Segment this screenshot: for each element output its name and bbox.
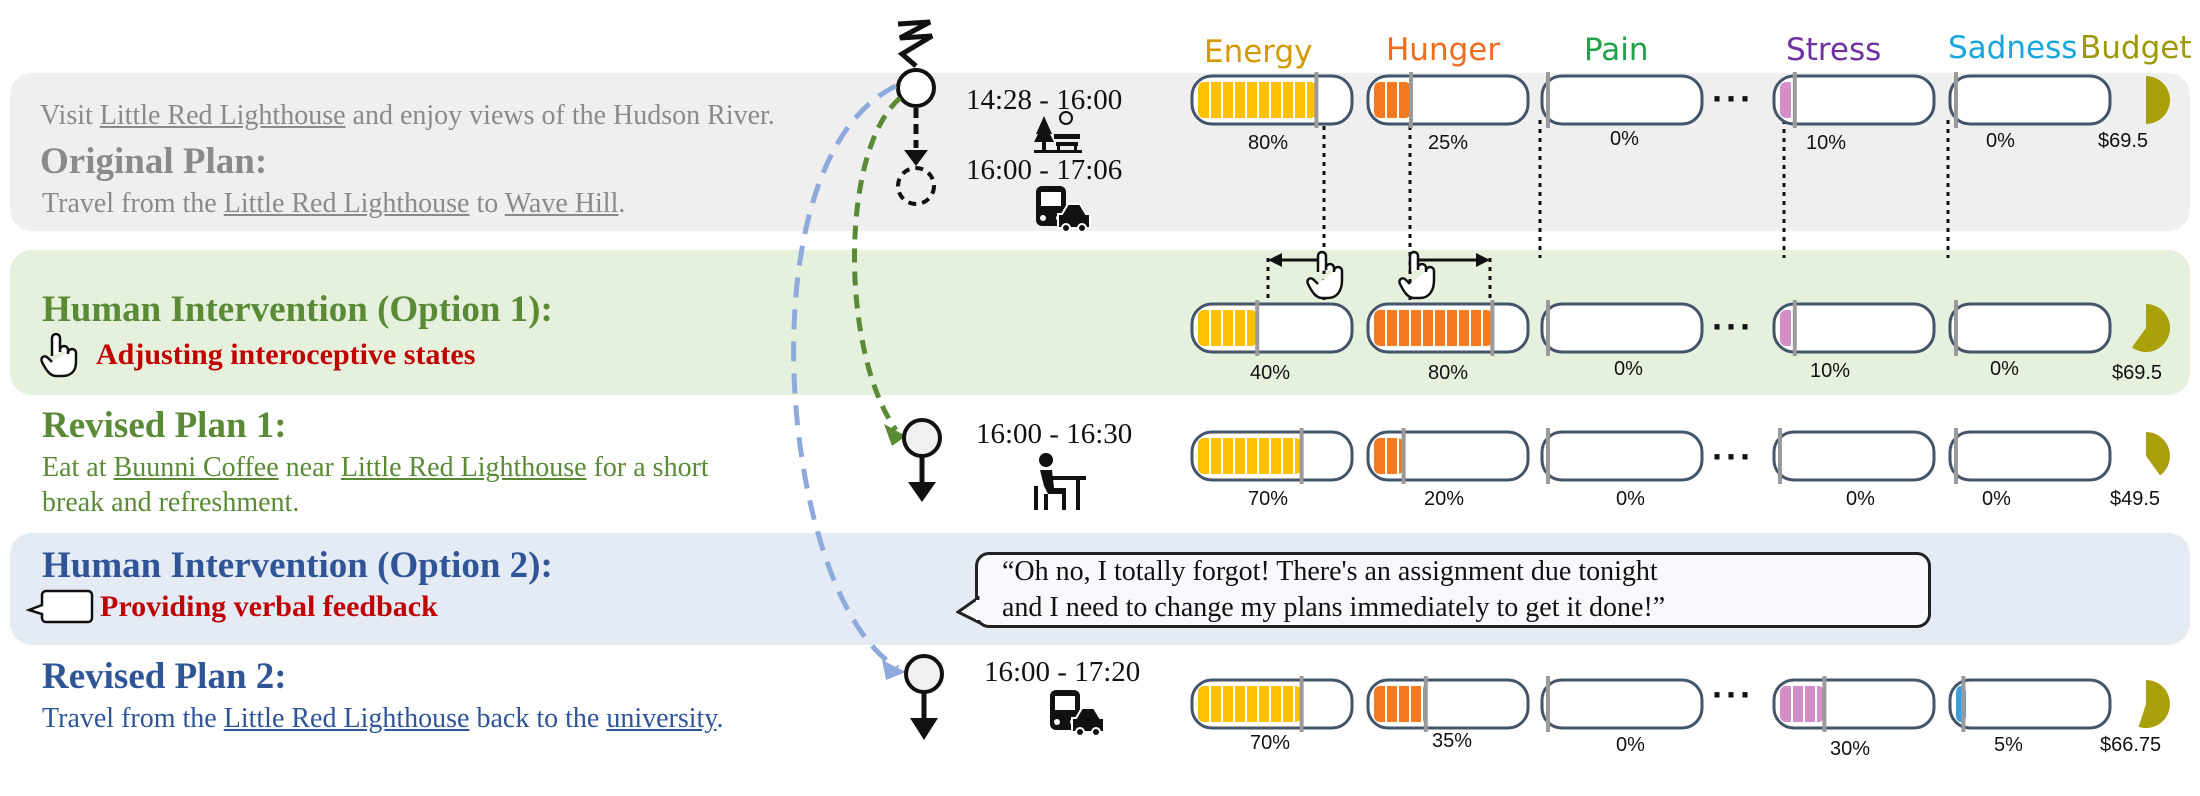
pct-revised1-hunger: 20% [1424, 488, 1465, 510]
pct-revised1-energy: 70% [1248, 488, 1289, 510]
original-context: Visit Little Red Lighthouse and enjoy vi… [40, 100, 775, 131]
option1-label: Adjusting interoceptive states [96, 338, 476, 371]
bar-option1-hunger [1366, 300, 1530, 356]
bar-option1-pain [1540, 300, 1704, 356]
hand-icon-option1 [38, 332, 80, 383]
category-stress: Stress [1786, 32, 1882, 68]
pct-revised1-budget: $49.5 [2110, 488, 2161, 510]
park-bench-icon [1034, 111, 1082, 153]
original-plan-text: Travel from the Little Red Lighthouse to… [42, 188, 626, 219]
cursor-hand-icon-energy [1306, 250, 1344, 300]
lightning-icon [897, 19, 934, 68]
ellipsis-original: ··· [1712, 78, 1754, 119]
bar-revised1-stress [1772, 428, 1936, 484]
bus-car-icon-original [1036, 186, 1091, 233]
verbal-feedback-line1: “Oh no, I totally forgot! There's an ass… [1002, 556, 1658, 587]
bar-revised1-pain [1540, 428, 1704, 484]
verbal-feedback-bubble [975, 552, 1931, 628]
time-revised1: 16:00 - 16:30 [976, 418, 1133, 450]
pct-option1-pain: 0% [1614, 358, 1643, 380]
pct-option1-energy: 40% [1250, 362, 1291, 384]
bar-option1-energy [1190, 300, 1354, 356]
revised-plan1-text: Eat at Buunni Coffee near Little Red Lig… [42, 452, 709, 483]
budget-pie-revised1 [2146, 432, 2170, 476]
revised-plan1-header: Revised Plan 1: [42, 405, 287, 446]
ellipsis-revised2: ··· [1712, 674, 1754, 715]
bar-original-stress [1772, 72, 1936, 128]
bar-revised1-energy [1190, 428, 1354, 484]
bar-original-energy [1190, 72, 1354, 128]
time-original-next: 16:00 - 17:06 [966, 154, 1123, 186]
pct-revised2-budget: $66.75 [2100, 734, 2162, 756]
ellipsis-option1: ··· [1712, 306, 1754, 347]
bubble-tail [956, 596, 980, 625]
revised1-node [902, 418, 942, 458]
bar-revised2-pain [1540, 676, 1704, 732]
budget-pie-option1 [2131, 304, 2170, 352]
pct-option1-stress: 10% [1810, 360, 1851, 382]
hunger-adjust-arrow [1412, 253, 1490, 267]
pct-original-hunger: 25% [1428, 132, 1469, 154]
revised2-node [904, 654, 944, 694]
time-revised2: 16:00 - 17:20 [984, 656, 1141, 688]
bar-original-pain [1540, 72, 1704, 128]
bar-revised1-hunger [1366, 428, 1530, 484]
pct-revised2-stress: 30% [1830, 738, 1871, 760]
pct-original-energy: 80% [1248, 132, 1289, 154]
option1-curve [852, 96, 902, 432]
pct-original-pain: 0% [1610, 128, 1639, 150]
category-budget: Budget [2080, 30, 2192, 66]
original-plan-header: Original Plan: [40, 141, 268, 182]
pct-revised1-pain: 0% [1616, 488, 1645, 510]
option2-header: Human Intervention (Option 2): [42, 545, 553, 586]
ellipsis-revised1: ··· [1712, 436, 1754, 477]
bus-car-icon-revised2 [1050, 690, 1105, 737]
original-next-node [896, 166, 936, 206]
category-sadness: Sadness [1948, 30, 2078, 66]
cursor-hand-icon-hunger [1398, 250, 1436, 300]
pct-option1-sadness: 0% [1990, 358, 2019, 380]
pct-revised2-sadness: 5% [1994, 734, 2023, 756]
category-hunger: Hunger [1386, 32, 1501, 68]
pct-original-stress: 10% [1806, 132, 1847, 154]
bar-revised1-sadness [1948, 428, 2112, 484]
bar-option1-sadness [1948, 300, 2112, 356]
bar-revised2-energy [1190, 676, 1354, 732]
revised-plan1-text-line2: break and refreshment. [42, 487, 300, 518]
energy-adjust-arrow [1268, 253, 1322, 267]
speech-bubble-icon [25, 588, 94, 633]
pct-original-sadness: 0% [1986, 130, 2015, 152]
bar-revised2-sadness [1948, 676, 2112, 732]
pct-revised2-energy: 70% [1250, 732, 1291, 754]
revised-plan2-header: Revised Plan 2: [42, 656, 287, 697]
pct-option1-hunger: 80% [1428, 362, 1469, 384]
time-current: 14:28 - 16:00 [966, 84, 1123, 116]
pct-revised2-hunger: 35% [1432, 730, 1473, 752]
bar-revised2-stress [1772, 676, 1936, 732]
budget-pie-original [2146, 76, 2170, 124]
pct-revised1-sadness: 0% [1982, 488, 2011, 510]
category-energy: Energy [1204, 34, 1313, 70]
bar-option1-stress [1772, 300, 1936, 356]
budget-pie-revised2 [2138, 680, 2170, 728]
pct-revised2-pain: 0% [1616, 734, 1645, 756]
pct-revised1-stress: 0% [1846, 488, 1875, 510]
revised-plan2-text: Travel from the Little Red Lighthouse ba… [42, 703, 724, 734]
bar-original-hunger [1366, 72, 1530, 128]
option2-curve [791, 83, 900, 671]
pct-option1-budget: $69.5 [2112, 362, 2163, 384]
pct-original-budget: $69.5 [2098, 130, 2149, 152]
category-pain: Pain [1584, 32, 1649, 68]
bar-revised2-hunger [1366, 676, 1530, 732]
verbal-feedback-line2: and I need to change my plans immediatel… [1002, 592, 1666, 623]
option2-label: Providing verbal feedback [100, 590, 438, 623]
current-node [896, 68, 936, 108]
bar-original-sadness [1948, 72, 2112, 128]
option1-header: Human Intervention (Option 1): [42, 289, 553, 330]
person-eating-icon [1034, 453, 1086, 510]
